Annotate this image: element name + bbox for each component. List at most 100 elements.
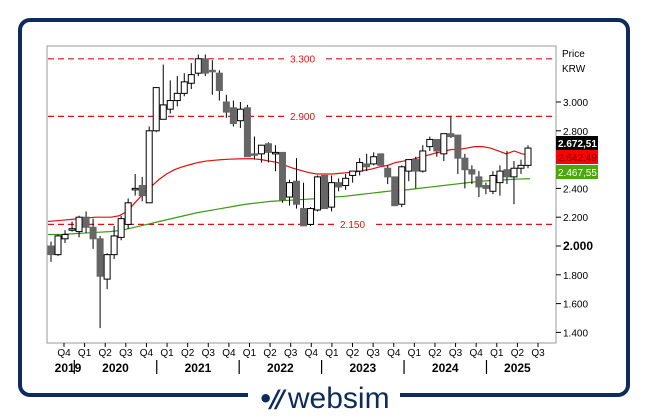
x-tick-label: Q1 xyxy=(490,348,504,359)
candle-body xyxy=(236,108,244,122)
x-tick-label: Q4 xyxy=(140,348,154,359)
candle-body xyxy=(152,87,160,132)
price-label: 2.642,49 xyxy=(558,153,597,164)
candle-body xyxy=(293,180,301,205)
candle-body xyxy=(138,185,146,197)
price-label-bg xyxy=(556,165,598,179)
x-tick-label: Q2 xyxy=(181,348,195,359)
price-label-bg xyxy=(556,150,598,164)
candle-body xyxy=(96,238,104,277)
candle-body xyxy=(328,182,336,208)
candle-body xyxy=(489,174,497,192)
candle-body xyxy=(412,159,420,172)
y-tick-label: 1.400 xyxy=(563,328,588,339)
x-tick-label: Q2 xyxy=(428,348,442,359)
candle-body xyxy=(475,176,483,188)
candle-body xyxy=(89,226,97,240)
price-label: 2.467,55 xyxy=(558,168,597,179)
candle-body xyxy=(264,143,272,153)
candle-body xyxy=(229,107,237,125)
x-tick-label: Q1 xyxy=(325,348,339,359)
candle-body xyxy=(398,166,406,205)
candle-body xyxy=(124,202,132,225)
x-year-label: 2025 xyxy=(504,361,531,375)
candle-body xyxy=(503,169,511,178)
candle-body xyxy=(201,58,209,74)
candle-body xyxy=(166,100,174,110)
y-tick-label: 2.400 xyxy=(563,184,588,195)
y-axis: 3.000 2.800 2.400 2.200 2.000 1.800 1.600 1.400… xyxy=(556,98,598,339)
candle-body xyxy=(187,74,195,84)
candle-body xyxy=(349,170,357,176)
candle-body xyxy=(335,182,343,188)
x-year-label: 2019 xyxy=(55,361,82,375)
candle-body xyxy=(433,138,441,152)
candle-body xyxy=(300,208,308,227)
candle-body xyxy=(510,167,518,178)
x-tick-label: Q1 xyxy=(243,348,257,359)
candle-body xyxy=(110,235,118,256)
candle-body xyxy=(447,133,455,138)
candle-body xyxy=(47,245,55,256)
y-tick-label: 1.600 xyxy=(563,300,588,311)
x-tick-label: Q3 xyxy=(284,348,298,359)
x-tick-label: Q2 xyxy=(263,348,277,359)
candle-body xyxy=(54,235,62,256)
candle-body xyxy=(496,170,504,184)
candle-body xyxy=(342,177,350,187)
y-tick-label: 1.800 xyxy=(563,271,588,282)
axis-unit: KRW xyxy=(562,64,586,75)
candle-body xyxy=(61,233,69,240)
candle-body xyxy=(468,169,476,175)
candle-body xyxy=(363,163,371,168)
y-tick-label: 2.000 xyxy=(563,239,593,253)
brand-name: websim xyxy=(287,382,390,415)
x-tick-label: Q1 xyxy=(78,348,92,359)
candle-body xyxy=(524,147,532,166)
candle-body xyxy=(250,153,258,156)
x-tick-label: Q1 xyxy=(160,348,174,359)
horizontal-levels: 3.300 2.900 2.150 xyxy=(48,54,555,231)
candle-body xyxy=(314,176,322,211)
candle-body xyxy=(482,185,490,189)
candle-body xyxy=(405,159,413,172)
y-tick-label: 2.200 xyxy=(563,213,588,224)
candle-body xyxy=(384,167,392,178)
candle-body xyxy=(307,208,315,225)
candle-body xyxy=(391,176,399,207)
candle-body xyxy=(454,134,462,159)
candle-body xyxy=(321,174,329,210)
x-tick-label: Q4 xyxy=(387,348,401,359)
candle-body xyxy=(103,254,111,280)
candle-body xyxy=(286,182,293,198)
candle-body xyxy=(257,144,265,155)
level-label: 3.300 xyxy=(290,54,315,65)
x-tick-label: Q2 xyxy=(99,348,113,359)
candle-body xyxy=(271,151,279,155)
candle-body xyxy=(82,216,90,228)
candle-body xyxy=(419,150,427,172)
candle-body xyxy=(68,228,76,231)
x-tick-label: Q3 xyxy=(202,348,216,359)
candle-body xyxy=(159,104,167,120)
candle-body xyxy=(117,218,125,238)
x-tick-label: Q4 xyxy=(57,348,71,359)
candle-body xyxy=(440,133,448,155)
candle-body xyxy=(131,187,139,191)
y-tick-label: 3.000 xyxy=(563,98,588,109)
candle-body xyxy=(145,130,153,204)
candle-body xyxy=(243,107,251,158)
x-tick-label: Q3 xyxy=(531,348,545,359)
candle-body xyxy=(461,157,469,171)
candle-body xyxy=(194,58,202,74)
x-tick-label: Q3 xyxy=(119,348,133,359)
candle-body xyxy=(180,81,188,94)
x-tick-label: Q2 xyxy=(511,348,525,359)
x-year-label: 2022 xyxy=(267,361,294,375)
x-year-label: 2020 xyxy=(102,361,129,375)
candle-body xyxy=(426,138,434,148)
x-tick-label: Q2 xyxy=(346,348,360,359)
y-tick-label: 2.800 xyxy=(563,127,588,138)
candle-body xyxy=(215,72,223,91)
